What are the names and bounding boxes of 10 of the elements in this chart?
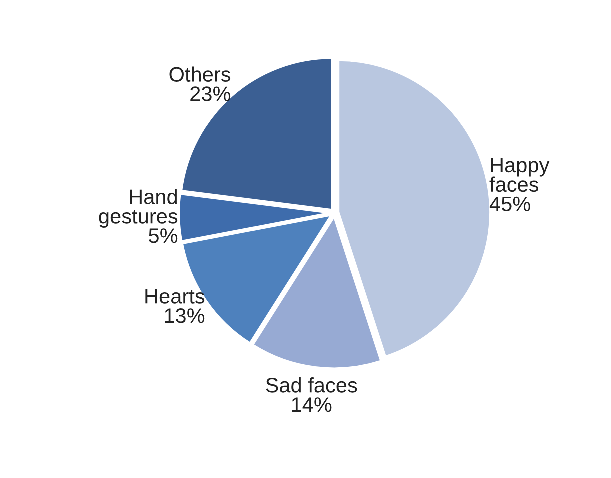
- slice-label: Hearts: [146, 289, 205, 304]
- slice-label: Others: [170, 66, 231, 82]
- data-label: 14%: [292, 398, 332, 412]
- data-label: 13%: [165, 308, 205, 324]
- slice-label: Happy faces: [490, 158, 550, 192]
- slice-label: Sad faces: [266, 378, 358, 393]
- data-label: 23%: [190, 86, 231, 102]
- data-label: 45%: [490, 196, 530, 212]
- data-label: 5%: [149, 228, 178, 244]
- slice-label: Hand gestures: [99, 189, 178, 228]
